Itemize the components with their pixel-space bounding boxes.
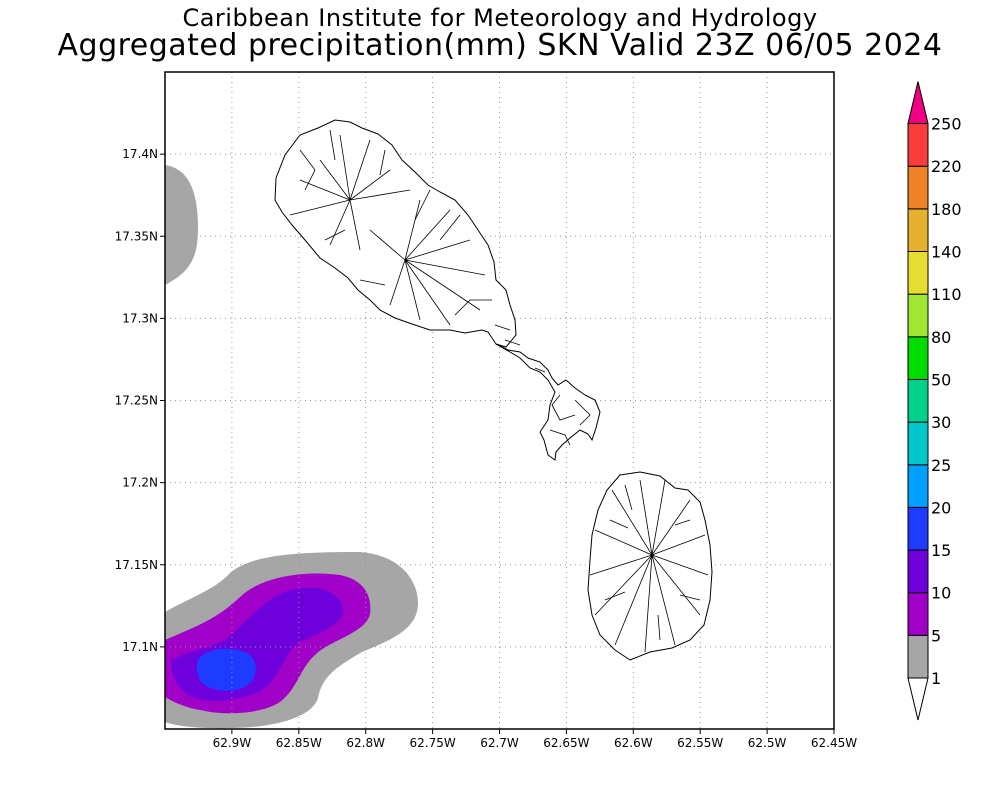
lon-tick-label: 62.6W (614, 736, 653, 750)
island-saint-kitts (274, 119, 601, 461)
lat-tick-label: 17.25N (115, 394, 158, 408)
colorbar-label: 15 (931, 541, 951, 560)
colorbar-swatch (907, 464, 929, 508)
lat-tick-label: 17.4N (122, 147, 158, 161)
title-line-2: Aggregated precipitation(mm) SKN Valid 2… (57, 28, 943, 63)
island-nevis (587, 471, 713, 661)
colorbar-label: 50 (931, 370, 951, 389)
colorbar-swatch (907, 634, 929, 679)
colorbar-label: 110 (931, 285, 962, 304)
colorbar-swatch (907, 208, 929, 253)
title-line-1: Caribbean Institute for Meteorology and … (182, 4, 818, 32)
longitude-axis: 62.9W 62.85W 62.8W 62.75W 62.7W 62.65W 62.6W 62… (213, 729, 857, 750)
colorbar-label: 20 (931, 498, 951, 517)
colorbar-swatch (907, 421, 929, 466)
lat-tick-label: 17.3N (122, 311, 158, 325)
lon-tick-label: 62.9W (213, 736, 252, 750)
colorbar-top-arrow (907, 81, 929, 125)
colorbar-swatch (907, 165, 929, 210)
precipitation-field (165, 165, 418, 729)
colorbar-label: 25 (931, 456, 951, 475)
colorbar-label: 1 (931, 669, 941, 688)
lon-tick-label: 62.8W (346, 736, 385, 750)
colorbar-label: 250 (931, 115, 962, 134)
colorbar-bottom-arrow (907, 677, 929, 721)
colorbar-swatch (907, 293, 929, 338)
lon-tick-label: 62.85W (276, 736, 322, 750)
colorbar-swatch (907, 336, 929, 380)
colorbar-label: 10 (931, 584, 951, 603)
lon-tick-label: 62.55W (677, 736, 723, 750)
colorbar-label: 140 (931, 243, 962, 262)
lat-tick-label: 17.1N (122, 640, 158, 654)
colorbar-swatch (907, 251, 929, 295)
lon-tick-label: 62.65W (543, 736, 589, 750)
precip-band-1-5mm-north (165, 165, 198, 285)
lon-tick-label: 62.45W (811, 736, 857, 750)
lat-tick-label: 17.35N (115, 229, 158, 243)
colorbar-label: 180 (931, 200, 962, 219)
lat-tick-label: 17.2N (122, 476, 158, 490)
colorbar-label: 220 (931, 157, 962, 176)
lon-tick-label: 62.7W (480, 736, 519, 750)
lat-tick-label: 17.15N (115, 558, 158, 572)
colorbar-swatch (907, 549, 929, 594)
lon-tick-label: 62.5W (748, 736, 787, 750)
colorbar-swatch (907, 123, 929, 167)
latitude-axis: 17.4N 17.35N 17.3N 17.25N 17.2N 17.15N 17.1N (115, 147, 165, 654)
colorbar-label: 30 (931, 413, 951, 432)
precip-band-15-20mm (196, 648, 256, 691)
colorbar-swatch (907, 592, 929, 636)
colorbar-label: 5 (931, 626, 941, 645)
colorbar-swatch (907, 378, 929, 423)
lon-tick-label: 62.75W (409, 736, 455, 750)
colorbar-swatch (907, 506, 929, 551)
colorbar-label: 80 (931, 328, 951, 347)
